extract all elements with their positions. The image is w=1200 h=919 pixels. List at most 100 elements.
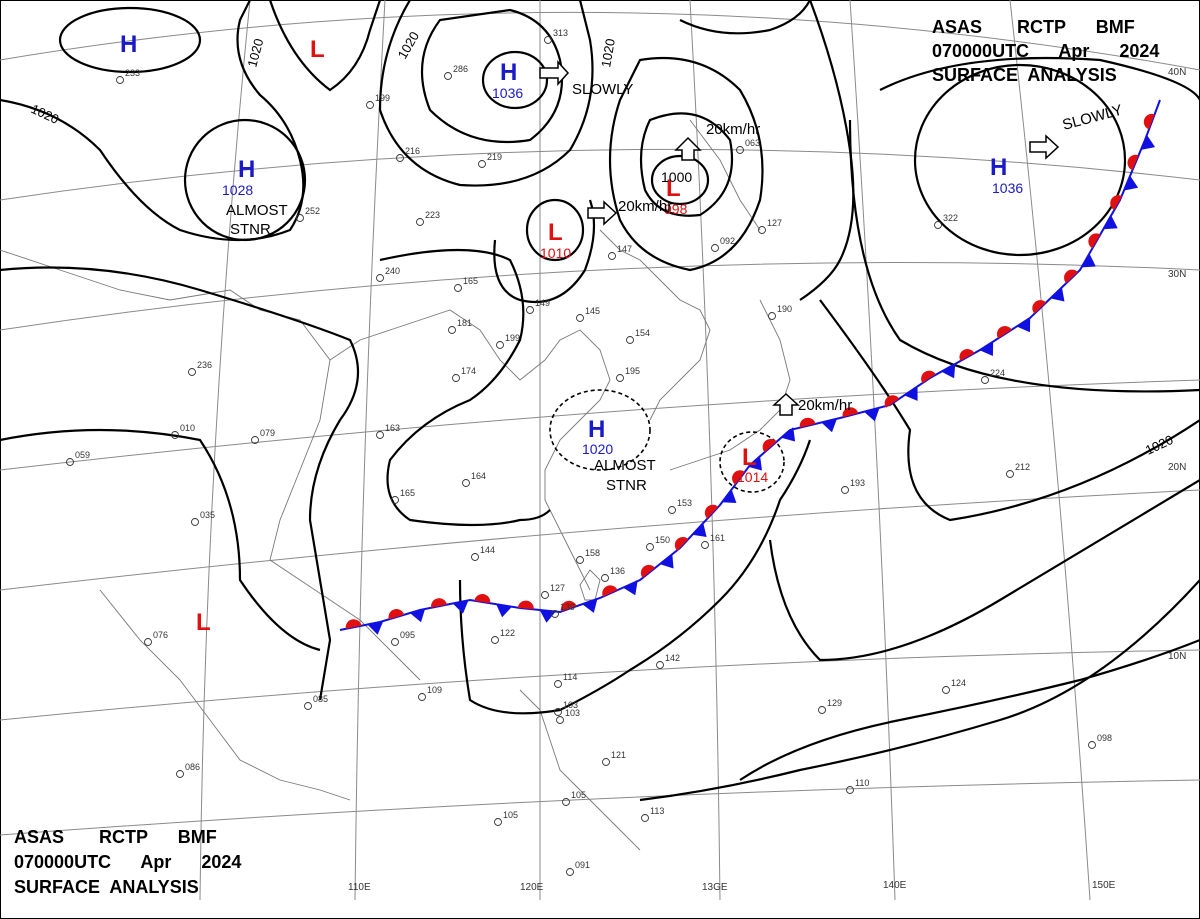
station-pressure: 181 bbox=[457, 318, 472, 328]
isobar-l-1010-outer bbox=[493, 199, 596, 304]
station-pressure: 095 bbox=[400, 630, 415, 640]
header-top: ASAS RCTP BMF 070000UTC Apr 2024 SURFACE… bbox=[932, 17, 1159, 85]
station-circle-icon bbox=[601, 574, 609, 582]
station-pressure: 103 bbox=[563, 700, 578, 710]
high-symbol: H bbox=[990, 154, 1007, 181]
axis-labels: 110E 120E 13GE 140E 150E 40N 30N 20N 10N bbox=[348, 67, 1186, 893]
arrow-right-icon bbox=[539, 60, 570, 86]
cold-front-mark bbox=[692, 522, 707, 538]
station-circle-icon bbox=[66, 458, 74, 466]
coast-china-south bbox=[0, 249, 421, 681]
station-circle-icon bbox=[544, 36, 552, 44]
station-circle-icon bbox=[144, 638, 152, 646]
isobar-h-1020-dashed bbox=[549, 389, 651, 471]
lon-label-130e: 13GE bbox=[702, 882, 728, 893]
station-pressure: 164 bbox=[471, 471, 486, 481]
isobar-l-1014-dashed bbox=[719, 431, 785, 493]
station-pressure: 092 bbox=[720, 236, 735, 246]
station-pressure: 145 bbox=[585, 306, 600, 316]
low-value: 998 bbox=[664, 201, 688, 217]
station-pressure: 212 bbox=[1015, 462, 1030, 472]
lon-label-140e: 140E bbox=[883, 880, 907, 891]
station-pressure: 091 bbox=[575, 860, 590, 870]
station-circle-icon bbox=[602, 758, 610, 766]
station-circle-icon bbox=[768, 312, 776, 320]
header-line1: ASAS RCTP BMF bbox=[14, 827, 217, 847]
warm-front-mark bbox=[799, 417, 816, 428]
station-circle-icon bbox=[736, 146, 744, 154]
cold-front-mark bbox=[1140, 135, 1156, 150]
motion-text: ALMOST bbox=[594, 457, 656, 474]
coastlines bbox=[0, 119, 791, 851]
station-pressure: 223 bbox=[425, 210, 440, 220]
station-pressure: 079 bbox=[260, 428, 275, 438]
station-pressure: 035 bbox=[200, 510, 215, 520]
parallel-35n bbox=[0, 148, 1200, 201]
station-pressure: 121 bbox=[611, 750, 626, 760]
high-symbol: H bbox=[238, 156, 255, 183]
cold-front-mark bbox=[1016, 317, 1031, 333]
isobar-south-east3 bbox=[768, 479, 1200, 662]
station-circle-icon bbox=[171, 431, 179, 439]
station-circle-icon bbox=[656, 661, 664, 669]
parallel-10n bbox=[0, 649, 1200, 721]
isobar-south-east bbox=[739, 638, 1200, 781]
station-pressure: 110 bbox=[855, 778, 869, 788]
lat-label-30n: 30N bbox=[1168, 269, 1186, 280]
low-symbol: L bbox=[310, 36, 325, 63]
low-symbol: L bbox=[666, 175, 681, 202]
isobar-w-center bbox=[0, 266, 360, 701]
warm-front-mark bbox=[884, 395, 900, 408]
isobar-h-nw bbox=[58, 6, 202, 74]
meridian-150e bbox=[1009, 0, 1091, 901]
station-circle-icon bbox=[478, 160, 486, 168]
warm-front-mark bbox=[602, 585, 618, 597]
isobar-1020-e bbox=[819, 299, 1200, 522]
cold-front-mark bbox=[781, 427, 796, 442]
motion-text: ALMOST bbox=[226, 202, 288, 219]
station-pressure: 313 bbox=[553, 28, 568, 38]
isobar-l-north bbox=[268, 0, 382, 92]
station-pressure: 195 bbox=[625, 366, 640, 376]
cold-front-mark bbox=[452, 600, 469, 614]
header-line3: SURFACE ANALYSIS bbox=[14, 877, 199, 897]
station-circle-icon bbox=[841, 486, 849, 494]
isobar-l-998-inner bbox=[650, 154, 710, 206]
cold-front-mark bbox=[1103, 215, 1118, 230]
station-circle-icon bbox=[641, 814, 649, 822]
isobars bbox=[0, 0, 1200, 802]
motion-text: 20km/hr bbox=[618, 198, 672, 215]
station-pressure: 233 bbox=[125, 68, 140, 78]
meridian-140e bbox=[849, 0, 896, 901]
isobar-h-1036-inner bbox=[481, 50, 549, 110]
station-circle-icon bbox=[556, 716, 564, 724]
cold-front-mark bbox=[941, 363, 956, 379]
station-circle-icon bbox=[454, 284, 462, 292]
station-circle-icon bbox=[541, 591, 549, 599]
warm-front-mark bbox=[1032, 300, 1047, 314]
station-pressure: 199 bbox=[505, 333, 520, 343]
station-circle-icon bbox=[496, 341, 504, 349]
station-pressure: 113 bbox=[650, 806, 664, 816]
isobar-north-top bbox=[679, 0, 811, 35]
high-symbol: H bbox=[588, 416, 605, 443]
arrow-up-icon bbox=[674, 136, 702, 161]
low-value: 1010 bbox=[540, 245, 571, 261]
station-circle-icon bbox=[251, 436, 259, 444]
isobar-south-center bbox=[458, 439, 812, 715]
cold-front-mark bbox=[1123, 175, 1139, 191]
coast-indochina bbox=[99, 589, 351, 801]
coast-korea bbox=[599, 229, 711, 421]
station-pressure: 103 bbox=[565, 708, 580, 718]
station-pressure: 165 bbox=[400, 488, 415, 498]
station-pressure: 236 bbox=[197, 360, 212, 370]
cold-front-mark bbox=[623, 581, 638, 596]
meridian-110e bbox=[199, 0, 251, 901]
cold-front-mark bbox=[979, 341, 994, 356]
meridian-130e bbox=[689, 0, 721, 901]
cold-front-mark bbox=[367, 621, 384, 635]
cold-front-mark bbox=[748, 456, 762, 471]
station-circle-icon bbox=[1088, 741, 1096, 749]
